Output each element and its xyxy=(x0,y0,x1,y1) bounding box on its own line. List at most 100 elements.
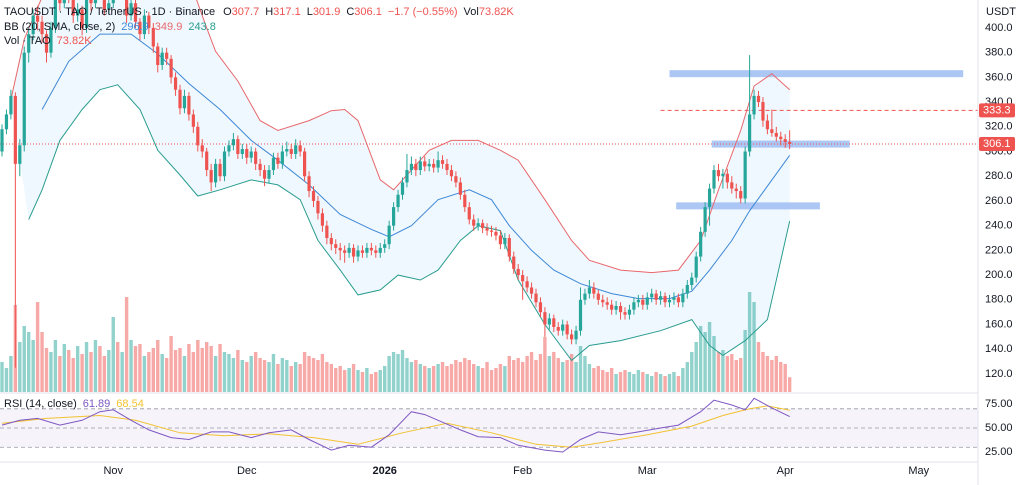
candle-body xyxy=(445,163,449,171)
candle-body xyxy=(160,52,164,66)
volume-bar xyxy=(116,342,120,392)
volume-bar xyxy=(218,344,222,392)
volume-bar xyxy=(480,368,485,392)
candle-body xyxy=(351,247,356,257)
candle-body xyxy=(765,120,770,130)
ohlc-value: 307.7 xyxy=(232,6,260,18)
x-tick-label: Apr xyxy=(777,465,794,477)
candle-body xyxy=(440,160,445,164)
volume-bar xyxy=(721,350,725,392)
candle-body xyxy=(472,219,476,226)
symbol: TAOUSDT · TAO / TetherUS · 1D · Binance xyxy=(4,6,215,18)
volume-bar xyxy=(102,356,107,392)
candle-body xyxy=(80,9,84,28)
volume-bar xyxy=(400,350,405,392)
bb-value: 243.8 xyxy=(188,21,216,33)
volume-bar xyxy=(49,352,53,392)
y-tick-label: 380.0 xyxy=(985,47,1013,59)
candle-body xyxy=(605,302,609,305)
volume-bar xyxy=(681,368,685,392)
candle-body xyxy=(165,52,169,59)
candle-body xyxy=(761,102,765,121)
volume-bar xyxy=(71,358,75,392)
volume-bar xyxy=(431,366,436,392)
candle-body xyxy=(498,235,503,245)
candle-body xyxy=(187,95,191,115)
volume-bar xyxy=(298,364,302,392)
volume-bar xyxy=(779,362,783,392)
volume-bar xyxy=(556,358,560,392)
volume-bar xyxy=(650,376,654,392)
candle-body xyxy=(516,268,520,276)
candle-body xyxy=(592,287,596,294)
candle-body xyxy=(587,287,592,294)
candle-body xyxy=(748,114,752,152)
volume-bar xyxy=(35,302,40,392)
volume-bar xyxy=(107,350,111,392)
volume-bar xyxy=(685,362,690,392)
candle-body xyxy=(173,77,178,90)
candle-body xyxy=(156,46,160,66)
volume-bar xyxy=(80,354,84,392)
volume-bar xyxy=(747,292,752,392)
candle-body xyxy=(756,95,761,103)
y-tick-label: 240.0 xyxy=(985,220,1013,232)
rsi-value: 68.54 xyxy=(116,398,144,410)
rsi-ma-line xyxy=(1,405,790,448)
volume-bar xyxy=(391,352,396,392)
rsi-label: RSI (14, close) xyxy=(4,398,77,410)
candle-body xyxy=(378,247,382,253)
candle-body xyxy=(788,141,792,144)
candle-body xyxy=(303,151,307,177)
volume-bar xyxy=(449,364,454,392)
candle-body xyxy=(369,247,373,251)
volume-bar xyxy=(205,342,209,392)
candle-body xyxy=(681,293,685,303)
volume-bar xyxy=(329,364,334,392)
y-tick-label: 220.0 xyxy=(985,244,1013,256)
volume-bar xyxy=(27,332,31,392)
candle-body xyxy=(31,15,35,35)
volume-bar xyxy=(227,354,231,392)
volume-bar xyxy=(40,332,44,392)
candle-body xyxy=(374,250,378,253)
volume-bar xyxy=(583,356,587,392)
candle-body xyxy=(489,230,494,232)
y-tick-label: 260.0 xyxy=(985,195,1013,207)
candle-body xyxy=(338,247,342,251)
candle-body xyxy=(245,149,249,158)
candle-body xyxy=(427,163,431,167)
candle-body xyxy=(583,293,587,300)
legend-row: Vol · TAO 73.82K xyxy=(4,35,92,47)
volume-bar xyxy=(494,368,498,392)
candle-body xyxy=(716,170,721,177)
y-tick-label: 140.0 xyxy=(985,343,1013,355)
candle-body xyxy=(676,297,681,303)
candle-body xyxy=(699,231,703,257)
volume-bar xyxy=(707,322,712,392)
legend-row: BB (20, SMA, close, 2) 296.9 349.9 243.8 xyxy=(4,21,216,33)
candle-body xyxy=(325,225,329,239)
candle-body xyxy=(267,170,271,179)
candle-body xyxy=(494,231,498,236)
volume-bar xyxy=(587,364,592,392)
volume-bar xyxy=(623,370,627,392)
candle-body xyxy=(262,170,267,179)
candle-body xyxy=(169,58,173,78)
volume-bar xyxy=(240,360,245,392)
candle-body xyxy=(570,334,574,340)
candle-body xyxy=(574,330,578,340)
volume-bar xyxy=(369,374,374,392)
volume-bar xyxy=(698,326,703,392)
legend-row: RSI (14, close) 61.89 68.54 xyxy=(4,398,144,410)
volume-bar xyxy=(507,356,512,392)
volume-bar xyxy=(569,354,574,392)
volume-bar xyxy=(258,358,262,392)
candle-body xyxy=(627,309,632,315)
volume-bar xyxy=(712,336,716,392)
price-axis-unit: USDT xyxy=(986,6,1016,18)
candle-body xyxy=(93,0,98,4)
volume-bar xyxy=(396,354,400,392)
level-zone xyxy=(676,202,820,210)
